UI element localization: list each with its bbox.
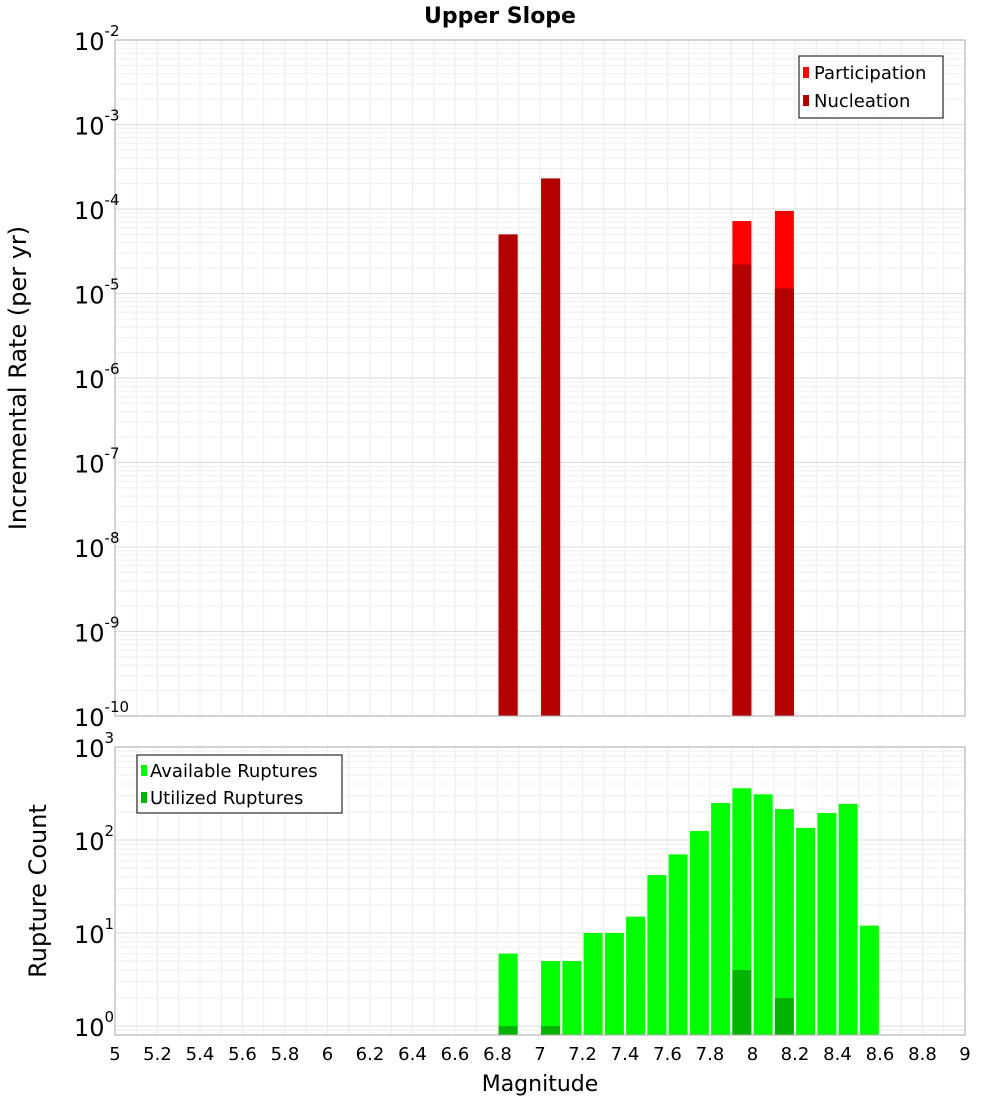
x-tick-label: 7.4 — [611, 1044, 640, 1065]
available-ruptures-bar — [711, 802, 731, 1035]
rate-gridlines — [114, 39, 966, 717]
rate-panel: 10-10 10-9 10-8 10-7 10-6 10-5 10-4 10-3 10-2 In… — [4, 22, 966, 732]
count-plot-border — [114, 746, 966, 1036]
legend-label-available: Available Ruptures — [150, 761, 318, 782]
x-axis-label: Magnitude — [482, 1072, 599, 1097]
count-bars — [498, 788, 879, 1035]
available-ruptures-bar — [562, 960, 582, 1035]
available-ruptures-bar — [498, 953, 518, 1035]
available-ruptures-bar — [647, 875, 667, 1035]
x-tick-label: 6.2 — [356, 1044, 385, 1065]
legend-label-nucleation: Nucleation — [814, 91, 910, 112]
count-panel: 100 101 102 103 Rupture Count Available Rup… — [24, 729, 966, 1042]
rate-legend-box — [798, 55, 944, 119]
available-ruptures-bar — [626, 916, 646, 1035]
count-legend-box — [136, 754, 343, 814]
y-tick-label: 10-3 — [74, 107, 120, 141]
rate-plot-border — [114, 39, 966, 717]
available-ruptures-bar — [838, 803, 858, 1035]
utilized-ruptures-bar — [732, 969, 752, 1035]
x-tick-label: 8 — [747, 1044, 758, 1065]
rate-y-label: Incremental Rate (per yr) — [4, 226, 32, 530]
y-tick-label: 103 — [74, 729, 114, 763]
x-tick-label: 8.8 — [908, 1044, 937, 1065]
utilized-ruptures-bar — [774, 997, 794, 1035]
x-tick-label: 7.2 — [568, 1044, 597, 1065]
available-ruptures-bar — [604, 932, 624, 1035]
available-ruptures-bar — [541, 960, 561, 1035]
available-ruptures-bar — [859, 925, 879, 1035]
y-tick-label: 101 — [74, 915, 114, 949]
legend-swatch-available — [141, 765, 147, 776]
available-ruptures-bar — [583, 932, 603, 1035]
y-tick-label: 10-9 — [74, 614, 120, 648]
y-tick-label: 102 — [74, 822, 114, 856]
y-tick-label: 10-8 — [74, 529, 120, 563]
y-tick-label: 10-7 — [74, 445, 120, 479]
x-tick-label: 8.4 — [823, 1044, 852, 1065]
y-tick-label: 100 — [74, 1008, 114, 1042]
nucleation-bar — [774, 288, 794, 716]
count-legend: Available Ruptures Utilized Ruptures — [136, 754, 343, 814]
y-tick-label: 10-10 — [74, 698, 129, 732]
y-tick-label: 10-5 — [74, 276, 120, 310]
x-tick-label: 8.2 — [781, 1044, 810, 1065]
x-tick-label: 7 — [534, 1044, 545, 1065]
available-ruptures-bar — [689, 830, 709, 1035]
x-tick-label: 8.6 — [866, 1044, 895, 1065]
x-tick-label: 5.6 — [228, 1044, 257, 1065]
available-ruptures-bar — [753, 794, 773, 1035]
legend-swatch-nucleation — [803, 95, 809, 106]
rate-bars — [498, 178, 794, 717]
x-tick-label: 5.8 — [271, 1044, 300, 1065]
x-tick-label: 5.2 — [143, 1044, 172, 1065]
x-tick-label: 7.6 — [653, 1044, 682, 1065]
available-ruptures-bar — [668, 854, 688, 1035]
nucleation-bar — [732, 264, 752, 716]
rate-legend: Participation Nucleation — [798, 55, 944, 119]
available-ruptures-bar — [817, 813, 837, 1035]
y-tick-label: 10-4 — [74, 191, 120, 225]
y-tick-label: 10-2 — [74, 22, 120, 56]
x-tick-label: 6.4 — [398, 1044, 427, 1065]
available-ruptures-bar — [796, 827, 816, 1035]
legend-label-participation: Participation — [814, 63, 926, 84]
utilized-ruptures-bar — [498, 1025, 518, 1035]
x-tick-label: 6 — [322, 1044, 333, 1065]
x-tick-label: 6.6 — [441, 1044, 470, 1065]
x-tick-label: 7.8 — [696, 1044, 725, 1065]
count-y-ticks: 100 101 102 103 — [74, 729, 114, 1042]
x-tick-label: 5.4 — [186, 1044, 215, 1065]
legend-label-utilized: Utilized Ruptures — [150, 788, 303, 809]
y-tick-label: 10-6 — [74, 360, 120, 394]
chart-title: Upper Slope — [424, 4, 576, 29]
legend-swatch-utilized — [141, 792, 147, 803]
nucleation-bar — [541, 178, 561, 717]
x-tick-label: 5 — [109, 1044, 120, 1065]
available-ruptures-bar — [774, 809, 794, 1035]
x-tick-label: 6.8 — [483, 1044, 512, 1065]
count-y-label: Rupture Count — [24, 804, 52, 978]
nucleation-bar — [498, 234, 518, 717]
rate-y-ticks: 10-10 10-9 10-8 10-7 10-6 10-5 10-4 10-3 10-2 — [74, 22, 129, 732]
x-axis-ticks: 5 5.2 5.4 5.6 5.8 6 6.2 6.4 6.6 6.8 7 7.2 7.4 7.6 7.8 8… — [109, 1044, 970, 1065]
x-tick-label: 9 — [959, 1044, 970, 1065]
legend-swatch-participation — [803, 67, 809, 78]
utilized-ruptures-bar — [541, 1025, 561, 1035]
